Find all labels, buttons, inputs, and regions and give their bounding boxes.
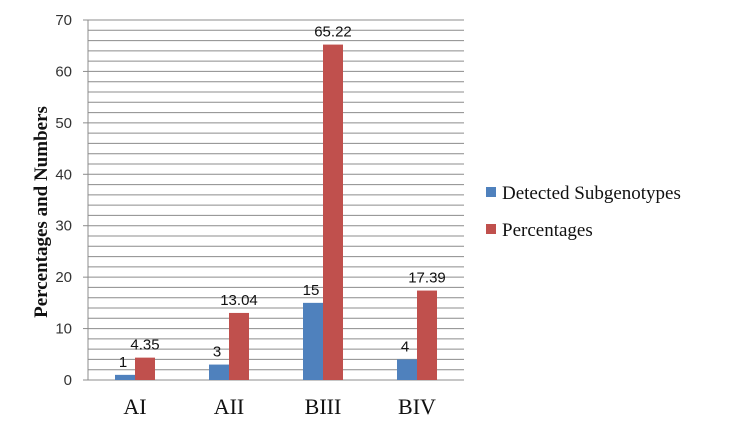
y-tick-label: 30 [55, 218, 72, 235]
y-tick-label: 0 [64, 372, 72, 389]
x-tick-label: AI [123, 394, 146, 419]
data-label: 4 [401, 338, 409, 355]
y-tick-label: 10 [55, 321, 72, 338]
bar-detected-subgenotypes-aii [209, 364, 229, 380]
x-tick-label: BIII [305, 394, 342, 419]
data-label: 1 [119, 354, 127, 371]
bar-detected-subgenotypes-biv [397, 359, 417, 380]
gridlines [88, 19, 464, 371]
data-labels: 14.35 3 13.04 15 65.22 4 17.39 [119, 24, 446, 371]
plot-area [88, 20, 464, 380]
x-tick-label: AII [214, 394, 245, 419]
y-tick-label: 70 [55, 12, 72, 29]
y-axis-label: Percentages and Numbers [31, 106, 52, 318]
bar-detected-subgenotypes-ai [115, 374, 135, 380]
data-label: 13.04 [220, 292, 258, 309]
x-tick-label: BIV [398, 394, 436, 419]
data-label: 65.22 [314, 24, 352, 41]
y-tick-label: 50 [55, 115, 72, 132]
data-label: 3 [213, 344, 221, 361]
y-tick-labels: 0 10 20 30 40 50 60 70 [55, 12, 72, 389]
data-label: 17.39 [408, 270, 446, 287]
bars [115, 44, 437, 380]
bar-percentages-ai [135, 357, 155, 380]
legend-label: Detected Subgenotypes [502, 183, 681, 204]
plot-area-background [88, 20, 464, 380]
bar-percentages-aii [229, 312, 249, 380]
bar-percentages-biv [417, 290, 437, 380]
y-tick-label: 60 [55, 63, 72, 80]
data-label: 15 [303, 282, 320, 299]
bar-percentages-biii [323, 44, 343, 380]
data-label: 4.35 [130, 337, 159, 354]
legend-label: Percentages [502, 220, 593, 241]
y-tick-label: 40 [55, 166, 72, 183]
bar-detected-subgenotypes-biii [303, 302, 323, 380]
legend: Detected Subgenotypes Percentages [486, 183, 681, 241]
y-tick-label: 20 [55, 269, 72, 286]
legend-swatch [486, 224, 496, 234]
legend-swatch [486, 187, 496, 197]
x-tick-labels: AI AII BIII BIV [123, 394, 436, 419]
